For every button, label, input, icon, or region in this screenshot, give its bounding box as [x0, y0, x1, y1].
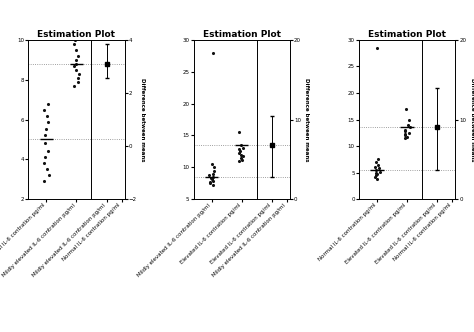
Point [401, 127, 409, 133]
Point [209, 178, 216, 183]
Point [374, 157, 382, 162]
Point [406, 125, 413, 130]
Point [44, 119, 52, 124]
Point [41, 155, 48, 160]
Point [73, 67, 80, 72]
Point [373, 173, 380, 178]
Point [44, 101, 52, 106]
Point [237, 155, 245, 160]
Point [44, 149, 52, 154]
Point [376, 166, 383, 171]
Point [206, 179, 214, 185]
Point [44, 167, 51, 172]
Point [405, 130, 413, 135]
Point [237, 152, 245, 157]
Point [74, 79, 82, 84]
Point [406, 117, 413, 122]
Point [40, 107, 48, 112]
Point [374, 45, 381, 50]
Point [208, 177, 216, 182]
Y-axis label: Difference between means: Difference between means [470, 78, 474, 161]
Point [401, 132, 409, 137]
Point [405, 122, 412, 127]
Point [41, 133, 49, 138]
Point [373, 159, 380, 165]
Point [40, 161, 48, 166]
Point [45, 173, 53, 178]
Point [71, 83, 78, 88]
Point [374, 162, 382, 167]
Point [238, 157, 246, 162]
Point [41, 141, 49, 146]
Point [237, 149, 244, 154]
Point [74, 53, 82, 58]
Point [371, 165, 379, 170]
Point [237, 142, 245, 148]
Point [70, 63, 78, 68]
Point [402, 106, 410, 112]
Point [373, 167, 380, 173]
Title: Estimation Plot: Estimation Plot [368, 30, 446, 39]
Point [207, 181, 214, 186]
Point [236, 129, 243, 135]
Point [209, 174, 217, 180]
Point [210, 50, 217, 55]
Point [72, 57, 80, 62]
Point [236, 147, 243, 152]
Y-axis label: Difference between means: Difference between means [304, 78, 309, 161]
Point [70, 41, 78, 46]
Point [239, 145, 247, 151]
Point [73, 61, 80, 66]
Point [401, 133, 409, 138]
Point [207, 176, 215, 181]
Point [236, 158, 243, 164]
Point [40, 179, 47, 184]
Point [73, 47, 80, 52]
Title: Estimation Plot: Estimation Plot [203, 30, 281, 39]
Point [210, 165, 218, 170]
Point [374, 171, 381, 176]
Point [239, 153, 246, 158]
Point [372, 170, 379, 175]
Point [401, 128, 409, 134]
Point [401, 135, 409, 141]
Point [75, 71, 82, 76]
Point [210, 171, 217, 176]
Point [74, 75, 82, 80]
Point [210, 168, 218, 173]
Point [44, 113, 51, 118]
Point [236, 151, 243, 156]
Point [209, 183, 217, 188]
Point [43, 127, 50, 132]
Point [205, 172, 213, 178]
Point [376, 169, 383, 174]
Title: Estimation Plot: Estimation Plot [37, 30, 116, 39]
Point [371, 174, 379, 180]
Point [374, 176, 381, 182]
Point [71, 37, 79, 42]
Point [403, 134, 411, 139]
Y-axis label: Difference between means: Difference between means [140, 78, 145, 161]
Point [209, 161, 216, 167]
